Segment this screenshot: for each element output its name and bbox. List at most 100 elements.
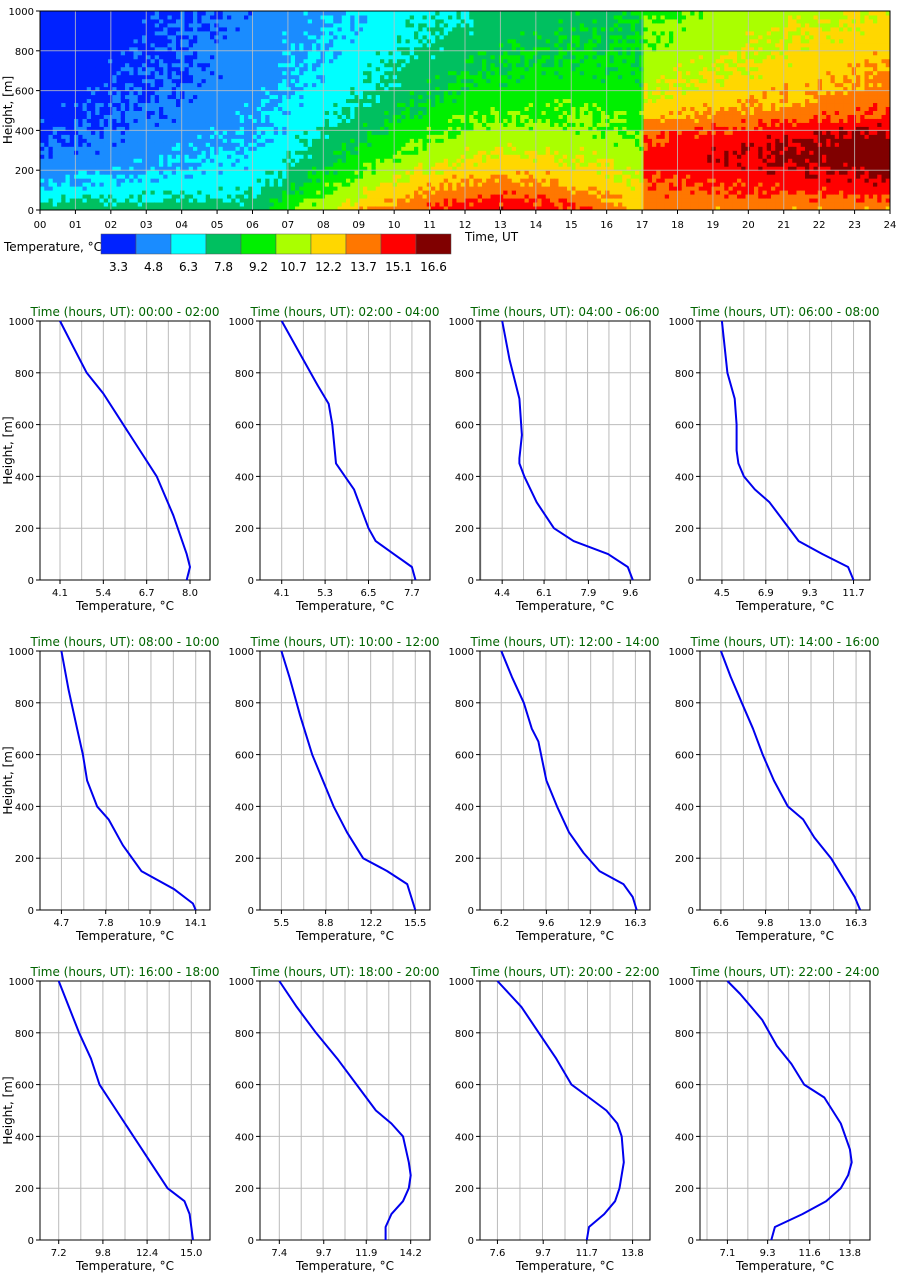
heatmap-cell <box>146 90 151 96</box>
heatmap-cell <box>218 130 224 135</box>
heatmap-cell <box>333 18 338 24</box>
heatmap-cell <box>142 22 147 28</box>
heatmap-cell <box>448 66 453 72</box>
heatmap-cell <box>269 114 275 119</box>
heatmap-cell <box>91 182 96 187</box>
heatmap-cell <box>337 122 343 127</box>
heatmap-cell <box>163 186 168 191</box>
heatmap-cell <box>397 110 402 115</box>
heatmap-cell <box>197 50 202 56</box>
heatmap-cell <box>218 11 224 16</box>
heatmap-cell <box>176 174 181 179</box>
heatmap-cell <box>133 46 139 52</box>
heatmap-cell <box>316 182 321 187</box>
heatmap-cell <box>401 58 406 64</box>
heatmap-cell <box>210 22 215 28</box>
heatmap-cell <box>341 70 347 76</box>
heatmap-cell <box>337 11 343 16</box>
heatmap-cell <box>86 90 92 96</box>
heatmap-cell <box>333 194 338 199</box>
heatmap-cell <box>371 138 377 143</box>
heatmap-cell <box>256 174 262 179</box>
heatmap-cell <box>74 194 79 199</box>
heatmap-cell <box>452 146 457 151</box>
heatmap-cell <box>210 66 215 72</box>
heatmap-cell <box>239 130 245 135</box>
heatmap-cell <box>316 162 321 167</box>
heatmap-cell <box>193 106 198 111</box>
heatmap-cell <box>431 118 436 123</box>
heatmap-cell <box>210 74 215 80</box>
heatmap-cell <box>205 106 211 111</box>
heatmap-cell <box>286 82 292 88</box>
heatmap-cell <box>350 50 355 56</box>
heatmap-cell <box>193 190 198 195</box>
heatmap-cell <box>269 142 275 147</box>
heatmap-cell <box>154 70 160 76</box>
heatmap-cell <box>333 38 338 44</box>
heatmap-cell <box>150 114 156 119</box>
heatmap-cell <box>176 110 181 115</box>
heatmap-cell <box>273 58 279 64</box>
heatmap-cell <box>282 174 287 179</box>
heatmap-cell <box>333 11 338 16</box>
heatmap-cell <box>193 82 198 88</box>
heatmap-cell <box>205 102 211 108</box>
heatmap-cell <box>103 86 109 92</box>
heatmap-cell <box>341 194 347 199</box>
heatmap-cell <box>384 174 389 179</box>
heatmap-cell <box>154 58 160 64</box>
heatmap-cell <box>193 178 198 183</box>
heatmap-cell <box>86 166 92 171</box>
heatmap-cell <box>456 170 462 175</box>
heatmap-cell <box>256 126 262 131</box>
heatmap-cell <box>346 62 351 68</box>
heatmap-cell <box>150 142 156 147</box>
heatmap-cell <box>74 50 79 56</box>
heatmap-cell <box>397 142 402 147</box>
heatmap-cell <box>333 182 338 187</box>
heatmap-cell <box>307 70 313 76</box>
heatmap-cell <box>227 178 232 183</box>
heatmap-cell <box>443 158 449 163</box>
heatmap-cell <box>69 30 75 36</box>
heatmap-cell <box>82 106 88 111</box>
heatmap-cell <box>218 174 224 179</box>
heatmap-cell <box>252 98 258 104</box>
heatmap-cell <box>278 130 283 135</box>
heatmap-cell <box>414 110 419 115</box>
heatmap-cell <box>414 18 419 24</box>
heatmap-cell <box>456 102 462 108</box>
heatmap-cell <box>316 62 321 68</box>
heatmap-cell <box>86 11 92 16</box>
heatmap-cell <box>295 114 300 119</box>
heatmap-cell <box>120 18 126 24</box>
heatmap-cell <box>227 70 232 76</box>
heatmap-cell <box>333 106 338 111</box>
heatmap-cell <box>112 134 117 139</box>
heatmap-cell <box>401 30 406 36</box>
heatmap-cell <box>193 154 198 159</box>
heatmap-cell <box>231 54 236 60</box>
heatmap-cell <box>414 22 419 28</box>
heatmap-cell <box>227 126 232 131</box>
heatmap-cell <box>371 70 377 76</box>
heatmap-cell <box>388 122 394 127</box>
heatmap-cell <box>205 134 211 139</box>
heatmap-cell <box>235 138 241 143</box>
heatmap-cell <box>290 138 296 143</box>
heatmap-cell <box>40 114 45 119</box>
heatmap-cell <box>316 110 321 115</box>
heatmap-cell <box>167 166 173 171</box>
heatmap-cell <box>392 166 398 171</box>
heatmap-cell <box>150 190 156 195</box>
heatmap-cell <box>422 94 428 100</box>
heatmap-cell <box>184 198 190 203</box>
heatmap-cell <box>40 198 45 203</box>
heatmap-cell <box>375 30 381 36</box>
heatmap-cell <box>261 166 266 171</box>
heatmap-cell <box>154 154 160 159</box>
heatmap-cell <box>346 50 351 56</box>
heatmap-cell <box>346 66 351 72</box>
heatmap-cell <box>239 90 245 96</box>
